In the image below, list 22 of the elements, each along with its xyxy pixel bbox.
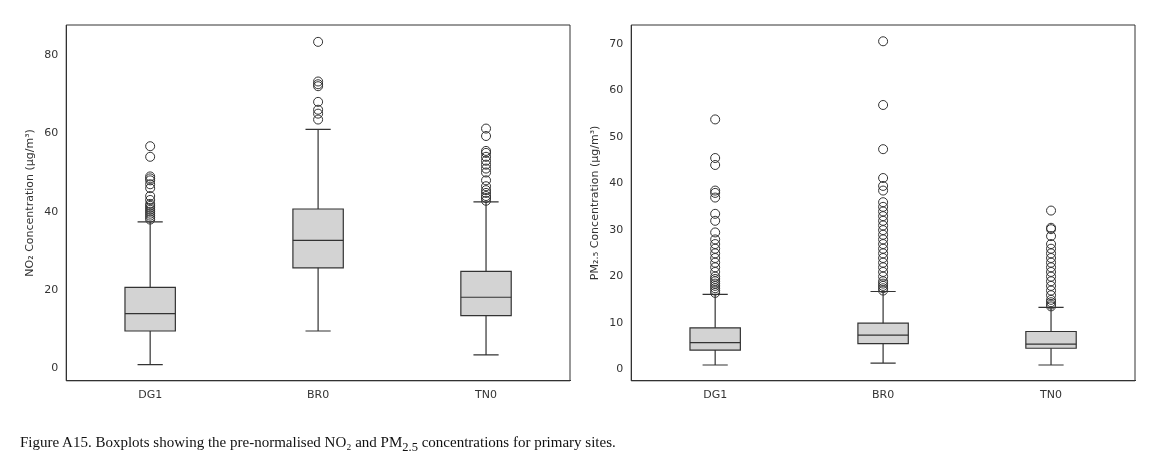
- x-tick-label: TN0: [1039, 388, 1063, 402]
- y-tick-label: 50: [609, 129, 624, 143]
- y-tick-label: 30: [609, 222, 624, 236]
- y-tick-label: 20: [609, 269, 624, 283]
- y-tick-label: 80: [44, 47, 59, 61]
- y-axis-title: NO₂ Concentration (μg/m³): [23, 129, 37, 277]
- y-tick-label: 40: [44, 204, 59, 218]
- caption: Figure A15. Boxplots showing the pre-normalised NO₂ and PM$_{2.5}$ concentrations for primary sites.: [20, 434, 616, 455]
- x-tick-label: BR0: [307, 388, 330, 402]
- y-tick-label: 40: [609, 176, 624, 190]
- y-tick-label: 10: [609, 315, 624, 329]
- x-tick-label: BR0: [872, 388, 895, 402]
- x-tick-label: DG1: [138, 388, 163, 402]
- y-tick-label: 0: [51, 361, 59, 375]
- y-tick-label: 0: [616, 362, 624, 376]
- x-tick-label: TN0: [474, 388, 498, 402]
- y-axis-title: PM₂.₅ Concentration (μg/m³): [588, 125, 602, 281]
- y-tick-label: 20: [44, 283, 59, 297]
- y-tick-label: 70: [609, 36, 624, 50]
- y-tick-label: 60: [609, 83, 624, 97]
- x-tick-label: DG1: [703, 388, 728, 402]
- y-tick-label: 60: [44, 126, 59, 140]
